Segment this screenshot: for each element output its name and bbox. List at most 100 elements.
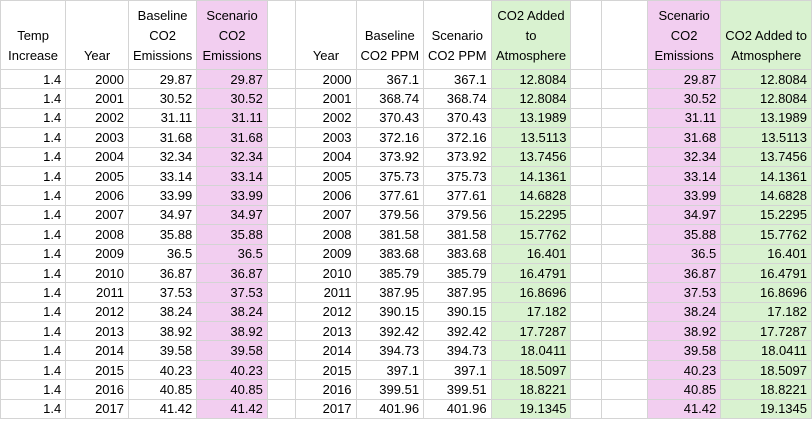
cell-scenario-co2-emissions-2[interactable]: 40.23 bbox=[646, 359, 722, 381]
cell-temp-increase[interactable]: 1.4 bbox=[0, 146, 67, 167]
cell-baseline-co2-ppm[interactable]: 375.73 bbox=[355, 165, 425, 187]
header-temp-increase[interactable]: Temp Increase bbox=[0, 0, 67, 70]
cell-temp-increase[interactable]: 1.4 bbox=[0, 204, 67, 226]
empty-cell[interactable] bbox=[570, 321, 602, 342]
cell-co2-added-2[interactable]: 15.2295 bbox=[720, 204, 812, 226]
cell-co2-added-2[interactable]: 16.4791 bbox=[720, 262, 812, 284]
empty-cell[interactable] bbox=[600, 204, 648, 226]
cell-temp-increase[interactable]: 1.4 bbox=[0, 340, 67, 361]
cell-scenario-co2-emissions-2[interactable]: 37.53 bbox=[646, 282, 722, 303]
cell-year[interactable]: 2002 bbox=[65, 107, 129, 129]
cell-year[interactable]: 2012 bbox=[65, 301, 129, 323]
cell-year-2[interactable]: 2005 bbox=[295, 165, 357, 187]
cell-scenario-co2-emissions[interactable]: 39.58 bbox=[196, 340, 268, 361]
cell-baseline-co2-emissions[interactable]: 38.92 bbox=[127, 321, 198, 342]
cell-baseline-co2-ppm[interactable]: 390.15 bbox=[355, 301, 425, 323]
cell-scenario-co2-ppm[interactable]: 379.56 bbox=[423, 204, 492, 226]
cell-temp-increase[interactable]: 1.4 bbox=[0, 243, 67, 264]
cell-scenario-co2-ppm[interactable]: 367.1 bbox=[423, 68, 492, 90]
cell-scenario-co2-emissions-2[interactable]: 31.68 bbox=[646, 127, 722, 148]
cell-co2-added-2[interactable]: 14.6828 bbox=[720, 185, 812, 206]
cell-co2-added-2[interactable]: 12.8084 bbox=[720, 68, 812, 90]
cell-baseline-co2-ppm[interactable]: 381.58 bbox=[355, 224, 425, 245]
empty-cell[interactable] bbox=[600, 243, 648, 264]
header-scenario-co2-ppm[interactable]: Scenario CO2 PPM bbox=[423, 0, 492, 70]
header-co2-added-to-atmosphere-2[interactable]: CO2 Added to Atmosphere bbox=[720, 0, 812, 70]
cell-scenario-co2-emissions[interactable]: 31.11 bbox=[196, 107, 268, 129]
cell-temp-increase[interactable]: 1.4 bbox=[0, 379, 67, 400]
empty-cell[interactable] bbox=[266, 282, 297, 303]
cell-co2-added-2[interactable]: 12.8084 bbox=[720, 88, 812, 109]
cell-baseline-co2-ppm[interactable]: 372.16 bbox=[355, 127, 425, 148]
cell-baseline-co2-ppm[interactable]: 394.73 bbox=[355, 340, 425, 361]
cell-baseline-co2-emissions[interactable]: 31.68 bbox=[127, 127, 198, 148]
empty-cell[interactable] bbox=[600, 224, 648, 245]
cell-scenario-co2-emissions-2[interactable]: 39.58 bbox=[646, 340, 722, 361]
cell-scenario-co2-ppm[interactable]: 377.61 bbox=[423, 185, 492, 206]
cell-year[interactable]: 2008 bbox=[65, 224, 129, 245]
cell-scenario-co2-emissions[interactable]: 36.87 bbox=[196, 262, 268, 284]
cell-scenario-co2-emissions-2[interactable]: 33.14 bbox=[646, 165, 722, 187]
cell-year-2[interactable]: 2017 bbox=[295, 398, 357, 420]
cell-scenario-co2-emissions-2[interactable]: 33.99 bbox=[646, 185, 722, 206]
cell-scenario-co2-emissions-2[interactable]: 32.34 bbox=[646, 146, 722, 167]
cell-year-2[interactable]: 2000 bbox=[295, 68, 357, 90]
cell-year[interactable]: 2016 bbox=[65, 379, 129, 400]
empty-cell[interactable] bbox=[570, 88, 602, 109]
empty-cell[interactable] bbox=[266, 127, 297, 148]
empty-cell[interactable] bbox=[600, 301, 648, 323]
cell-baseline-co2-emissions[interactable]: 38.24 bbox=[127, 301, 198, 323]
empty-cell[interactable] bbox=[266, 301, 297, 323]
cell-co2-added[interactable]: 12.8084 bbox=[490, 88, 572, 109]
cell-year[interactable]: 2015 bbox=[65, 359, 129, 381]
cell-co2-added[interactable]: 13.7456 bbox=[490, 146, 572, 167]
cell-year-2[interactable]: 2006 bbox=[295, 185, 357, 206]
cell-scenario-co2-emissions-2[interactable]: 34.97 bbox=[646, 204, 722, 226]
empty-cell[interactable] bbox=[570, 243, 602, 264]
cell-co2-added[interactable]: 13.5113 bbox=[490, 127, 572, 148]
cell-scenario-co2-emissions-2[interactable]: 36.87 bbox=[646, 262, 722, 284]
cell-scenario-co2-emissions[interactable]: 29.87 bbox=[196, 68, 268, 90]
cell-co2-added[interactable]: 19.1345 bbox=[490, 398, 572, 420]
empty-cell[interactable] bbox=[266, 243, 297, 264]
cell-co2-added[interactable]: 18.0411 bbox=[490, 340, 572, 361]
cell-scenario-co2-ppm[interactable]: 381.58 bbox=[423, 224, 492, 245]
cell-baseline-co2-ppm[interactable]: 401.96 bbox=[355, 398, 425, 420]
cell-scenario-co2-emissions[interactable]: 37.53 bbox=[196, 282, 268, 303]
cell-co2-added-2[interactable]: 18.5097 bbox=[720, 359, 812, 381]
cell-scenario-co2-ppm[interactable]: 385.79 bbox=[423, 262, 492, 284]
cell-scenario-co2-emissions[interactable]: 31.68 bbox=[196, 127, 268, 148]
cell-year[interactable]: 2009 bbox=[65, 243, 129, 264]
cell-temp-increase[interactable]: 1.4 bbox=[0, 321, 67, 342]
header-scenario-co2-emissions-2[interactable]: Scenario CO2 Emissions bbox=[646, 0, 722, 70]
cell-co2-added[interactable]: 12.8084 bbox=[490, 68, 572, 90]
cell-scenario-co2-ppm[interactable]: 392.42 bbox=[423, 321, 492, 342]
cell-baseline-co2-ppm[interactable]: 370.43 bbox=[355, 107, 425, 129]
empty-cell[interactable] bbox=[570, 185, 602, 206]
header-scenario-co2-emissions[interactable]: Scenario CO2 Emissions bbox=[196, 0, 268, 70]
header-baseline-co2-emissions[interactable]: Baseline CO2 Emissions bbox=[127, 0, 198, 70]
cell-scenario-co2-ppm[interactable]: 387.95 bbox=[423, 282, 492, 303]
cell-scenario-co2-ppm[interactable]: 401.96 bbox=[423, 398, 492, 420]
empty-cell[interactable] bbox=[600, 340, 648, 361]
cell-year-2[interactable]: 2014 bbox=[295, 340, 357, 361]
header-year-2[interactable]: Year bbox=[295, 0, 357, 70]
cell-temp-increase[interactable]: 1.4 bbox=[0, 398, 67, 420]
empty-cell[interactable] bbox=[600, 0, 648, 70]
empty-cell[interactable] bbox=[570, 262, 602, 284]
cell-baseline-co2-ppm[interactable]: 367.1 bbox=[355, 68, 425, 90]
cell-co2-added-2[interactable]: 13.5113 bbox=[720, 127, 812, 148]
empty-cell[interactable] bbox=[600, 321, 648, 342]
cell-scenario-co2-emissions-2[interactable]: 31.11 bbox=[646, 107, 722, 129]
cell-co2-added[interactable]: 17.182 bbox=[490, 301, 572, 323]
cell-baseline-co2-ppm[interactable]: 377.61 bbox=[355, 185, 425, 206]
cell-year-2[interactable]: 2011 bbox=[295, 282, 357, 303]
empty-cell[interactable] bbox=[266, 146, 297, 167]
cell-co2-added-2[interactable]: 16.8696 bbox=[720, 282, 812, 303]
cell-year-2[interactable]: 2012 bbox=[295, 301, 357, 323]
cell-year[interactable]: 2013 bbox=[65, 321, 129, 342]
cell-scenario-co2-emissions[interactable]: 35.88 bbox=[196, 224, 268, 245]
cell-co2-added-2[interactable]: 15.7762 bbox=[720, 224, 812, 245]
cell-co2-added-2[interactable]: 18.8221 bbox=[720, 379, 812, 400]
empty-cell[interactable] bbox=[600, 165, 648, 187]
